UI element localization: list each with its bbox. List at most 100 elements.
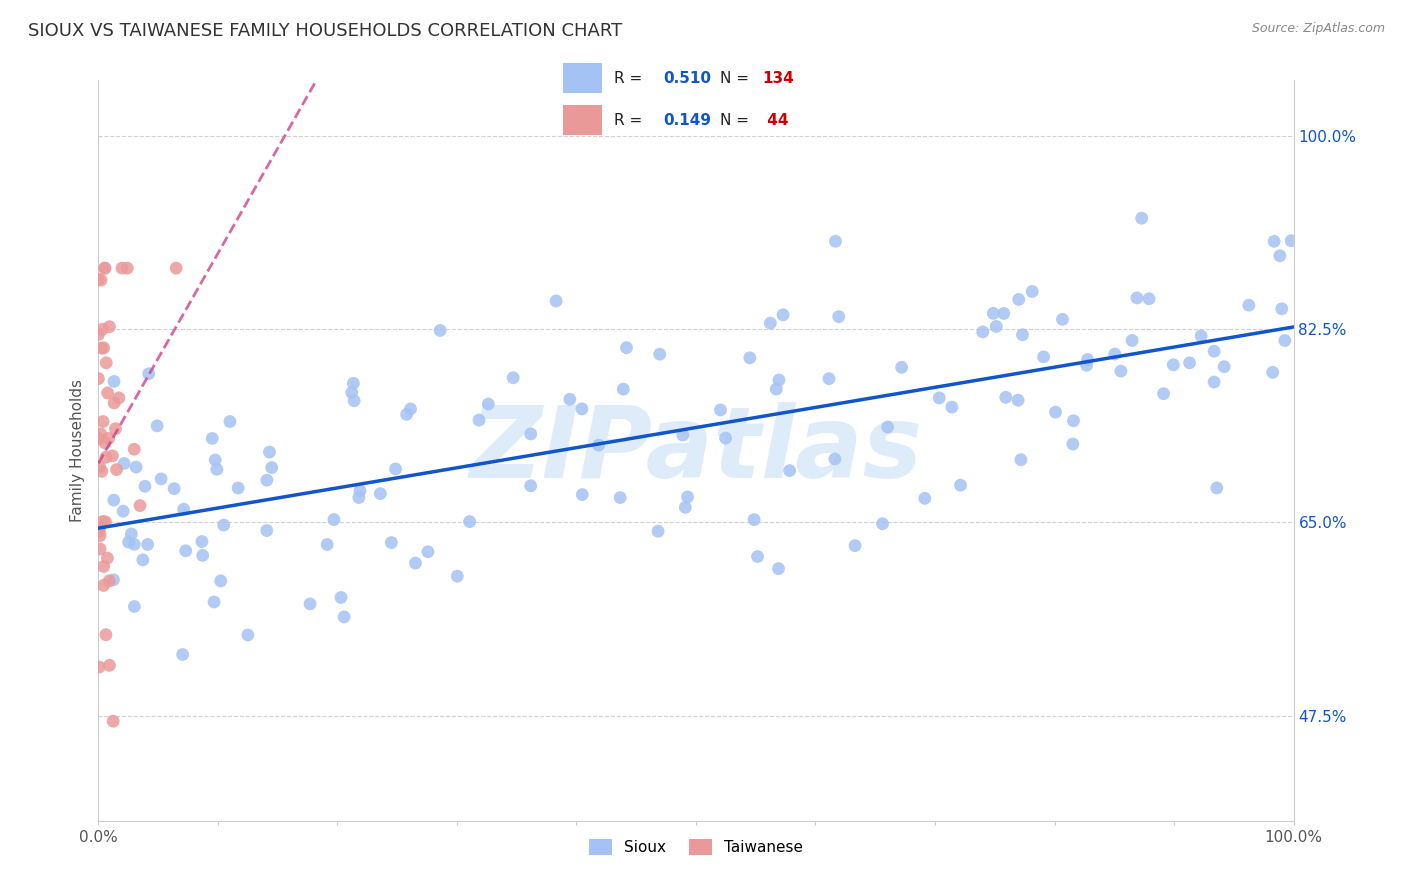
Point bbox=[132, 553, 155, 567]
Point bbox=[1104, 347, 1126, 361]
Point bbox=[205, 462, 228, 476]
Point bbox=[429, 323, 451, 337]
Point bbox=[1109, 364, 1132, 378]
Point bbox=[117, 535, 139, 549]
Text: Source: ZipAtlas.com: Source: ZipAtlas.com bbox=[1251, 22, 1385, 36]
Point bbox=[122, 442, 145, 457]
Point bbox=[89, 459, 111, 474]
Point bbox=[1153, 386, 1175, 401]
Point bbox=[519, 479, 541, 493]
Point bbox=[370, 486, 392, 500]
Text: 0.149: 0.149 bbox=[664, 113, 711, 128]
FancyBboxPatch shape bbox=[562, 105, 602, 135]
Point bbox=[1163, 358, 1185, 372]
Point bbox=[768, 373, 790, 387]
Point bbox=[94, 261, 117, 276]
Point bbox=[648, 347, 671, 361]
Point bbox=[546, 293, 568, 308]
Point bbox=[94, 515, 117, 529]
Point bbox=[747, 549, 769, 564]
Point bbox=[972, 325, 994, 339]
Legend: Sioux, Taiwanese: Sioux, Taiwanese bbox=[582, 833, 810, 861]
Point bbox=[477, 397, 499, 411]
Point bbox=[502, 371, 524, 385]
Point bbox=[612, 382, 634, 396]
Point bbox=[256, 524, 278, 538]
Point bbox=[772, 308, 794, 322]
Point bbox=[1237, 298, 1260, 312]
Point bbox=[104, 422, 127, 436]
Point bbox=[347, 491, 370, 505]
Point bbox=[165, 261, 187, 276]
Point bbox=[172, 648, 194, 662]
Point bbox=[112, 504, 135, 518]
Point bbox=[146, 418, 169, 433]
Point bbox=[97, 432, 120, 446]
Point bbox=[94, 450, 117, 465]
Point bbox=[87, 272, 110, 286]
Point bbox=[571, 487, 593, 501]
Point bbox=[759, 316, 782, 330]
Point bbox=[458, 515, 481, 529]
Point bbox=[1011, 327, 1033, 342]
Point bbox=[342, 376, 364, 391]
Text: N =: N = bbox=[720, 113, 754, 128]
Point bbox=[204, 453, 226, 467]
Point bbox=[299, 597, 322, 611]
Point bbox=[259, 445, 281, 459]
Point bbox=[672, 428, 695, 442]
Point bbox=[941, 400, 963, 414]
Point bbox=[209, 574, 232, 588]
Point bbox=[1126, 291, 1149, 305]
Point bbox=[98, 319, 121, 334]
Text: 134: 134 bbox=[762, 71, 794, 87]
Point bbox=[844, 539, 866, 553]
Text: 44: 44 bbox=[762, 113, 789, 128]
Point bbox=[343, 393, 366, 408]
Point bbox=[824, 452, 846, 467]
Point bbox=[93, 341, 115, 355]
Point bbox=[101, 449, 124, 463]
Point bbox=[714, 431, 737, 445]
Point bbox=[986, 319, 1008, 334]
Point bbox=[191, 549, 214, 563]
Point bbox=[928, 391, 950, 405]
Point bbox=[96, 551, 118, 566]
Point bbox=[87, 524, 110, 538]
Point bbox=[872, 516, 894, 531]
Point bbox=[219, 415, 242, 429]
Point bbox=[765, 382, 787, 396]
Point bbox=[90, 426, 112, 441]
Point bbox=[103, 493, 125, 508]
Point bbox=[105, 462, 128, 476]
Point bbox=[1021, 285, 1043, 299]
Point bbox=[90, 273, 112, 287]
Point bbox=[174, 543, 197, 558]
Point bbox=[87, 371, 110, 385]
Point bbox=[96, 356, 118, 370]
Point bbox=[330, 591, 353, 605]
Point bbox=[416, 545, 439, 559]
Text: R =: R = bbox=[614, 113, 648, 128]
Point bbox=[87, 327, 110, 342]
Point bbox=[103, 573, 125, 587]
Point bbox=[101, 714, 124, 729]
Point bbox=[828, 310, 851, 324]
Point bbox=[1271, 301, 1294, 316]
Point bbox=[323, 512, 346, 526]
Point bbox=[818, 372, 841, 386]
Point bbox=[1045, 405, 1067, 419]
Point bbox=[1263, 235, 1285, 249]
Point bbox=[129, 499, 152, 513]
Point bbox=[138, 367, 160, 381]
Point bbox=[260, 460, 283, 475]
Point bbox=[1007, 393, 1029, 408]
Point bbox=[93, 559, 115, 574]
Point bbox=[316, 537, 339, 551]
Point bbox=[120, 527, 142, 541]
Point bbox=[340, 385, 363, 400]
Point bbox=[93, 578, 115, 592]
Point bbox=[1076, 358, 1098, 372]
Point bbox=[468, 413, 491, 427]
Point bbox=[173, 502, 195, 516]
